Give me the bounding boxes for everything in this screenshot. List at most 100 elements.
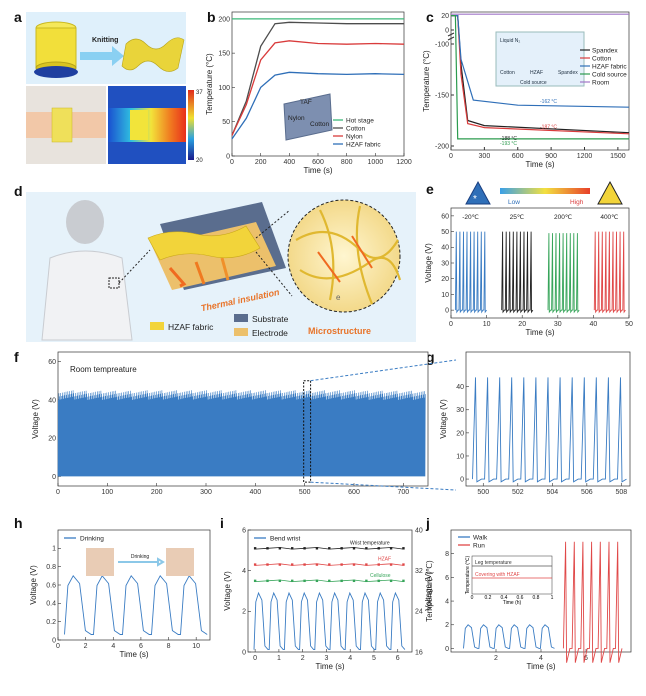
chart-j-inset-frame: [471, 555, 553, 595]
chart-e-xtick-label-0: 0: [449, 321, 453, 328]
chart-b-inset-label-1: Nylon: [288, 115, 305, 122]
chart-j-ytick-label-4: 8: [445, 551, 449, 558]
chart-f-ylabel: Voltage (V): [31, 399, 40, 439]
chart-b-inset-label-2: Cotton: [310, 121, 330, 128]
chart-f-title: Room tempreature: [70, 365, 137, 374]
low-high-gradient: [500, 188, 590, 194]
chart-b-series-hzaf-fabric: [231, 71, 405, 140]
chart-j-ytick-label-3: 6: [445, 575, 449, 582]
chart-j-run-signal: [562, 541, 623, 663]
chart-c-xtick-label-1: 300: [479, 153, 491, 160]
chart-i-temp-marker-0-9: [365, 547, 368, 550]
chart-e-ylabel: Voltage (V): [424, 243, 433, 283]
chart-g-ytick-label-0: 0: [460, 476, 464, 483]
chart-b-series-cotton: [231, 21, 404, 136]
microstructure-label: Microstructure: [308, 326, 371, 336]
chart-g-xtick-label-2: 504: [546, 489, 558, 496]
chart-h-ytick-label-2: 0.4: [46, 601, 56, 608]
chart-g-xtick-label-1: 502: [512, 489, 524, 496]
chart-i-temp-marker-2-9: [365, 579, 368, 583]
chart-h-legend-label: Drinking: [80, 536, 104, 543]
chart-h-ylabel: Voltage (V): [29, 565, 38, 605]
chart-i-temp-marker-1-8: [352, 563, 356, 566]
panel-d: Thermal insulation e Microstructure HZAF…: [26, 192, 416, 342]
chart-i-temp-marker-2-2: [278, 579, 282, 583]
chart-i-temp-label-1: HZAF: [378, 557, 391, 563]
chart-i-temp-marker-1-3: [291, 563, 294, 566]
chart-i-xtick-label-0: 0: [253, 655, 257, 662]
chart-i-temp-marker-0-0: [253, 547, 257, 550]
chart-c-annotation-1: -187 °C: [540, 125, 557, 131]
chart-i-temp-marker-0-1: [266, 547, 269, 550]
chart-f-ytick-label-3: 60: [48, 359, 56, 366]
chart-i-xlabel: Time (s): [315, 662, 344, 671]
chart-c-ytick-label-4: 20: [441, 13, 449, 20]
heat-warning-icon: [597, 180, 623, 205]
chart-i-temp-marker-2-4: [303, 579, 306, 583]
chart-h-ytick-label-3: 0.6: [46, 582, 56, 589]
chart-g-ytick-label-3: 30: [456, 407, 464, 414]
chart-b-xlabel: Time (s): [303, 166, 332, 175]
chart-i-temp-marker-0-8: [352, 547, 356, 550]
chart-f-signal: [57, 390, 426, 477]
chart-h-neck-photo-1: [86, 548, 114, 576]
chart-g-ytick-label-2: 20: [456, 430, 464, 437]
chart-c-inset-label-2: Cotton: [500, 70, 515, 76]
chart-i-frame: [247, 529, 413, 653]
chart-i-temp-marker-2-6: [328, 579, 331, 583]
chart-h-frame: [57, 529, 211, 641]
panel-letter-b: b: [207, 9, 216, 25]
chart-i-ylabel: Voltage (V): [223, 571, 232, 611]
chart-c-inset-label-0: Liquid N₂: [500, 38, 520, 44]
chart-j-xtick-label-2: 6: [584, 655, 588, 662]
chart-j-inset-xtick-3: 0.6: [517, 595, 524, 601]
microstructure-circle: [287, 199, 401, 313]
chart-g: 500 502 504 506 508 0 10 20 30 40 Voltage (V): [439, 351, 631, 496]
chart-j-inset-ylabel: Temperature (℃): [465, 555, 471, 594]
chart-i-temp-marker-1-12: [402, 563, 405, 566]
chart-g-xtick-label-0: 500: [477, 489, 489, 496]
chart-b-xtick-label-4: 800: [341, 159, 353, 166]
chart-i-temp-marker-0-4: [303, 547, 306, 550]
chart-i-temp-marker-2-11: [389, 579, 393, 583]
chart-e-xtick-label-4: 40: [590, 321, 598, 328]
chart-c-legend-label-1: Cotton: [592, 55, 612, 62]
chart-h-neck-photo-2: [166, 548, 194, 576]
chart-h-ytick-label-4: 0.8: [46, 564, 56, 571]
chart-b-xtick-label-0: 0: [230, 159, 234, 166]
chart-c-xtick-label-2: 600: [512, 153, 524, 160]
electron-label: e: [336, 293, 341, 302]
chart-e-group-3-spikes: [593, 231, 626, 314]
panel-letter-d: d: [14, 183, 23, 199]
chart-h-xtick-label-2: 4: [111, 643, 115, 650]
chart-f-xtick-label-6: 600: [348, 489, 360, 496]
chart-c-ytick-label-3: 0: [445, 27, 449, 34]
chart-e-group-label-1: 25℃: [510, 214, 525, 221]
chart-b-frame: [231, 11, 405, 157]
heat-arrow-2: [194, 261, 206, 285]
chart-c-axis-break: [447, 32, 455, 41]
legend-substrate-swatch: [234, 314, 248, 322]
chart-i-temp-marker-2-8: [352, 579, 356, 583]
chart-c-legend-label-4: Room: [592, 79, 609, 86]
chart-h-drinking-label: Drinking: [131, 554, 150, 560]
chart-e-ytick-label-6: 60: [441, 213, 449, 220]
chart-b-ylabel: Temperature (°C): [205, 53, 214, 115]
chart-i-temp-marker-2-0: [253, 579, 257, 583]
legend-substrate-label: Substrate: [252, 314, 289, 324]
chart-c-ytick-label-0: -200: [435, 143, 449, 150]
chart-c: 0 300 600 900 1200 1500 -200 -150 -100 0 20 Time (s…: [422, 11, 630, 169]
chart-i-xtick-label-6: 6: [396, 655, 400, 662]
chart-j-inset-line-label-0: Leg temperature: [475, 560, 512, 566]
chart-i-temp-marker-1-11: [389, 563, 393, 566]
chart-i-temp-marker-2-1: [266, 579, 269, 583]
chart-e-ytick-label-0: 0: [445, 308, 449, 315]
chart-c-xtick-label-3: 900: [545, 153, 557, 160]
chart-c-series-hzaf: [451, 15, 630, 108]
panel-letter-i: i: [220, 515, 224, 531]
chart-g-xtick-label-3: 506: [581, 489, 593, 496]
knitting-arrow-icon: [80, 46, 124, 66]
chart-g-frame: [465, 351, 631, 487]
hzaf-fabric-layer: [147, 225, 261, 261]
